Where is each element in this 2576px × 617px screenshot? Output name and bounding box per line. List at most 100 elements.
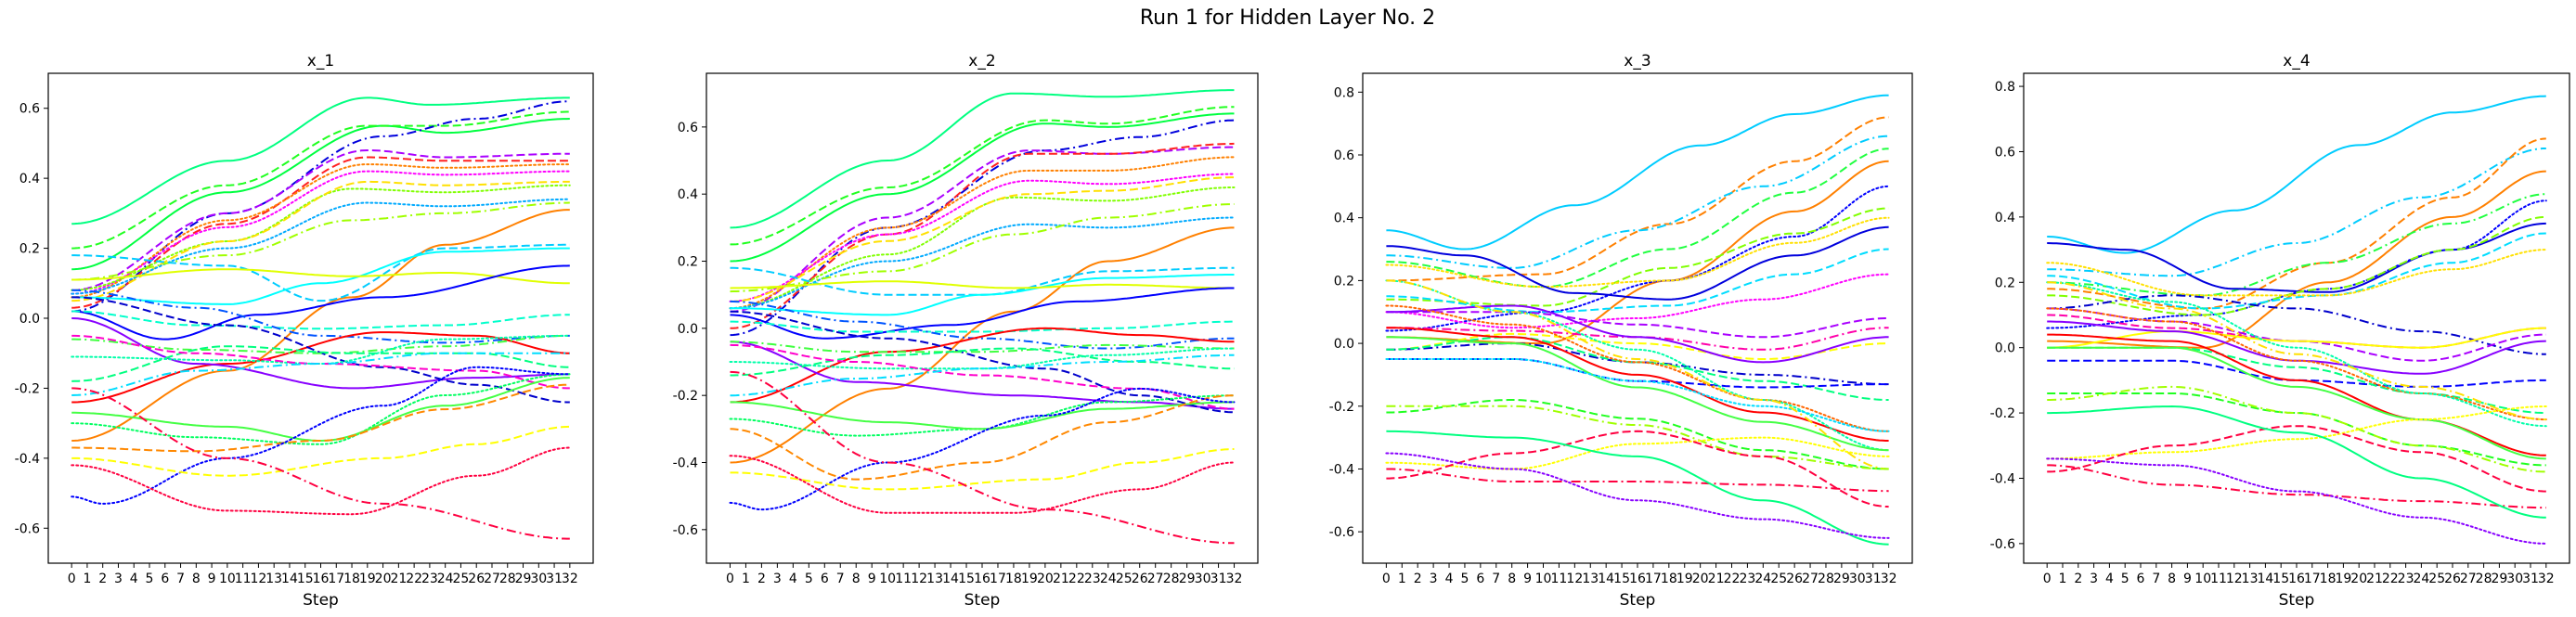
series-line-22 bbox=[1386, 336, 1889, 452]
series-group bbox=[729, 89, 1236, 545]
series-line-25 bbox=[2046, 405, 2547, 460]
x-tick-label: 29 bbox=[2491, 572, 2507, 586]
x-tick-label: 17 bbox=[990, 572, 1006, 586]
y-tick-label: 0.2 bbox=[1995, 276, 2015, 290]
y-tick-label: 0.0 bbox=[1334, 337, 1354, 352]
series-line-6 bbox=[730, 142, 1235, 329]
x-tick-label: 4 bbox=[1445, 572, 1454, 586]
x-tick-label: 13 bbox=[926, 572, 943, 586]
x-tick-label: 7 bbox=[176, 572, 185, 586]
series-line-28 bbox=[1386, 430, 1889, 508]
panel-title: x_3 bbox=[1624, 52, 1650, 71]
x-tick-label: 5 bbox=[805, 572, 813, 586]
series-group bbox=[71, 96, 571, 540]
x-tick-label: 14 bbox=[281, 572, 298, 586]
x-axis-label: Step bbox=[964, 591, 1001, 610]
y-tick-label: -0.4 bbox=[1329, 462, 1354, 477]
x-tick-label: 14 bbox=[942, 572, 959, 586]
series-line-29 bbox=[1386, 468, 1889, 493]
x-tick-label: 9 bbox=[2183, 572, 2192, 586]
x-tick-label: 29 bbox=[1179, 572, 1196, 586]
x-tick-label: 17 bbox=[2304, 572, 2321, 586]
series-line-1 bbox=[2047, 95, 2546, 254]
x-tick-label: 24 bbox=[1100, 572, 1117, 586]
x-tick-label: 7 bbox=[2152, 572, 2160, 586]
series-line-12 bbox=[730, 203, 1235, 293]
series-line-32 bbox=[71, 425, 570, 477]
y-tick-label: -0.2 bbox=[673, 389, 698, 404]
y-tick-label: 0.0 bbox=[19, 312, 40, 327]
panel-title: x_4 bbox=[2283, 52, 2310, 71]
x-tick-label: 8 bbox=[2168, 572, 2176, 586]
series-line-9 bbox=[71, 184, 571, 291]
series-line-1 bbox=[71, 96, 570, 225]
y-tick-label: -0.2 bbox=[1990, 406, 2015, 421]
x-tick-label: 11 bbox=[2210, 572, 2227, 586]
x-axis-label: Step bbox=[1620, 591, 1656, 610]
x-tick-label: 9 bbox=[868, 572, 876, 586]
series-line-32 bbox=[730, 448, 1235, 491]
x-tick-label: 5 bbox=[2121, 572, 2129, 586]
series-line-33 bbox=[729, 455, 1236, 514]
y-tick-label: -0.2 bbox=[15, 381, 40, 396]
series-line-16 bbox=[1386, 342, 1889, 386]
panel-3: x_30 1 2 3 4 5 6 7 8 9 10 11 12 13 14 15 16 17 18 19 20 21 22 2… bbox=[1329, 52, 1913, 610]
x-tick-label: 19 bbox=[359, 572, 376, 586]
y-tick-label: 0.4 bbox=[678, 187, 698, 202]
series-line-21 bbox=[1385, 279, 1890, 452]
y-tick-label: -0.6 bbox=[1990, 537, 2015, 552]
series-line-17 bbox=[71, 264, 570, 341]
x-tick-label: 11 bbox=[235, 572, 252, 586]
series-line-9 bbox=[2047, 232, 2546, 310]
y-tick-label: 0.2 bbox=[19, 242, 40, 257]
series-line-19 bbox=[71, 289, 570, 344]
x-tick-label: 25 bbox=[453, 572, 470, 586]
series-line-22 bbox=[730, 310, 1235, 414]
x-tick-label: 19 bbox=[1676, 572, 1693, 586]
x-tick-label: 5 bbox=[1460, 572, 1469, 586]
x-tick-label: 25 bbox=[2428, 572, 2445, 586]
y-tick-label: -0.4 bbox=[1990, 471, 2015, 486]
x-tick-label: 11 bbox=[1551, 572, 1568, 586]
series-line-20 bbox=[71, 331, 570, 404]
x-tick-label: 14 bbox=[2257, 572, 2273, 586]
x-tick-label: 1 bbox=[83, 572, 91, 586]
series-line-31 bbox=[71, 366, 571, 505]
series-line-17 bbox=[730, 287, 1235, 340]
x-tick-label: 4 bbox=[789, 572, 797, 586]
panel-title: x_1 bbox=[307, 52, 334, 71]
x-tick-label: 7 bbox=[836, 572, 845, 586]
x-tick-label: 12 bbox=[1566, 572, 1583, 586]
x-tick-label: 21 bbox=[390, 572, 407, 586]
x-tick-label: 28 bbox=[2476, 572, 2492, 586]
series-line-14 bbox=[1386, 332, 1889, 360]
series-line-5 bbox=[730, 146, 1235, 313]
series-line-26 bbox=[730, 343, 1235, 410]
series-line-13 bbox=[71, 209, 570, 442]
series-line-15 bbox=[1386, 304, 1889, 364]
x-tick-label: 19 bbox=[2335, 572, 2351, 586]
series-group bbox=[2046, 95, 2547, 545]
series-line-24 bbox=[1386, 279, 1889, 470]
y-tick-label: 0.4 bbox=[1995, 211, 2015, 225]
series-line-27 bbox=[2047, 464, 2546, 509]
x-tick-label: 25 bbox=[1770, 572, 1787, 586]
series-line-16 bbox=[71, 268, 570, 285]
x-tick-label: 10 bbox=[219, 572, 236, 586]
panel-2: x_20 1 2 3 4 5 6 7 8 9 10 11 12 13 14 15 16 17 18 19 20 21 22 2… bbox=[673, 52, 1259, 610]
x-tick-label: 3 bbox=[114, 572, 123, 586]
y-tick-label: -0.6 bbox=[1329, 525, 1354, 540]
x-tick-label: 24 bbox=[437, 572, 454, 586]
x-tick-label: 20 bbox=[375, 572, 392, 586]
series-line-7 bbox=[1386, 207, 1889, 307]
series-line-31 bbox=[729, 387, 1236, 511]
x-tick-label: 0 bbox=[726, 572, 734, 586]
series-line-14 bbox=[71, 243, 570, 302]
x-tick-label: 32 bbox=[1881, 572, 1897, 586]
series-line-20 bbox=[2046, 281, 2547, 428]
y-tick-label: 0.6 bbox=[678, 121, 698, 135]
panel-4: x_40 1 2 3 4 5 6 7 8 9 101112131415161718192021222… bbox=[1990, 52, 2570, 610]
x-tick-label: 10 bbox=[879, 572, 896, 586]
x-tick-label: 10 bbox=[1535, 572, 1552, 586]
